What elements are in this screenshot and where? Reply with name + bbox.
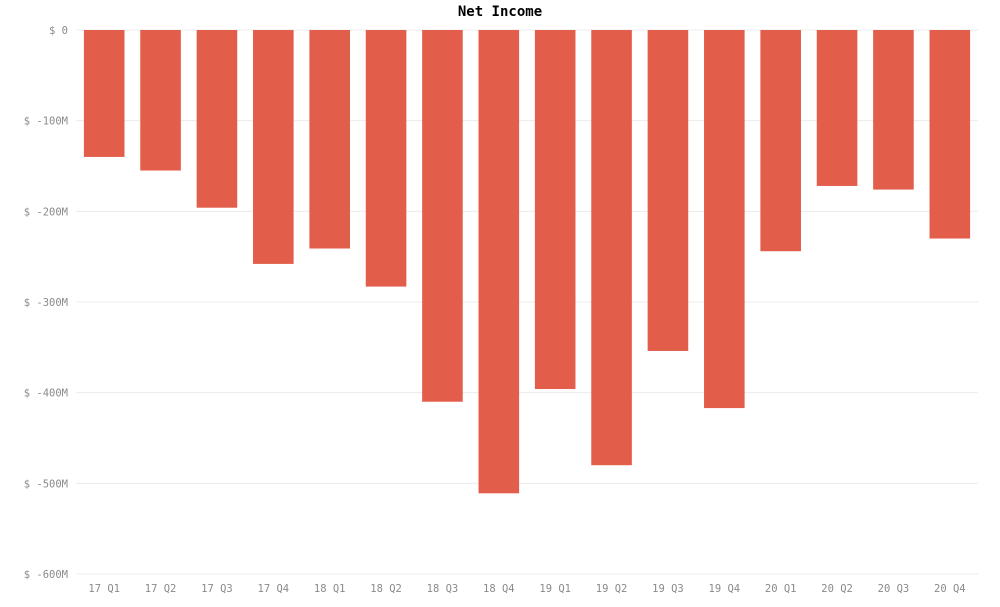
bar (478, 30, 520, 494)
x-tick-label: 19 Q4 (709, 583, 741, 595)
x-tick-label: 18 Q3 (427, 583, 459, 595)
bar (760, 30, 801, 252)
bar (140, 30, 181, 171)
x-tick-label: 17 Q4 (258, 583, 290, 595)
x-tick-label: 20 Q1 (765, 583, 797, 595)
x-tick-label: 18 Q1 (314, 583, 346, 595)
y-tick-label: $ -600M (24, 569, 68, 581)
y-tick-label: $ -100M (24, 116, 68, 128)
x-tick-label: 17 Q3 (201, 583, 233, 595)
x-tick-label: 19 Q2 (596, 583, 628, 595)
bar (309, 30, 350, 249)
x-tick-label: 20 Q4 (934, 583, 966, 595)
bar (647, 30, 689, 351)
x-tick-label: 17 Q2 (145, 583, 177, 595)
y-tick-label: $ -300M (24, 297, 68, 309)
bar (534, 30, 576, 390)
bar (873, 30, 914, 190)
bar (929, 30, 971, 239)
x-tick-label: 20 Q2 (821, 583, 853, 595)
x-tick-label: 18 Q2 (370, 583, 402, 595)
y-tick-label: $ -200M (24, 206, 68, 218)
y-axis-ticks: $ 0 $ -100M $ -200M $ -300M $ -400M $ -500M $ … (24, 25, 68, 581)
chart-title: Net Income (457, 4, 543, 20)
x-tick-label: 19 Q1 (539, 583, 571, 595)
bar (704, 30, 745, 409)
x-tick-label: 20 Q3 (878, 583, 910, 595)
bar (422, 30, 463, 402)
bar (591, 30, 632, 466)
x-tick-label: 19 Q3 (652, 583, 684, 595)
bar (253, 30, 294, 264)
bar (196, 30, 238, 208)
x-tick-label: 17 Q1 (88, 583, 120, 595)
bar (816, 30, 858, 186)
x-tick-label: 18 Q4 (483, 583, 515, 595)
bars (83, 30, 971, 494)
y-tick-label: $ 0 (49, 25, 68, 37)
bar (365, 30, 407, 287)
y-tick-label: $ -500M (24, 478, 68, 490)
y-tick-label: $ -400M (24, 388, 68, 400)
bar (83, 30, 125, 157)
x-axis-ticks: 17 Q1 17 Q2 17 Q3 17 Q4 18 Q1 18 Q2 18 Q3 18 Q4… (88, 583, 965, 595)
